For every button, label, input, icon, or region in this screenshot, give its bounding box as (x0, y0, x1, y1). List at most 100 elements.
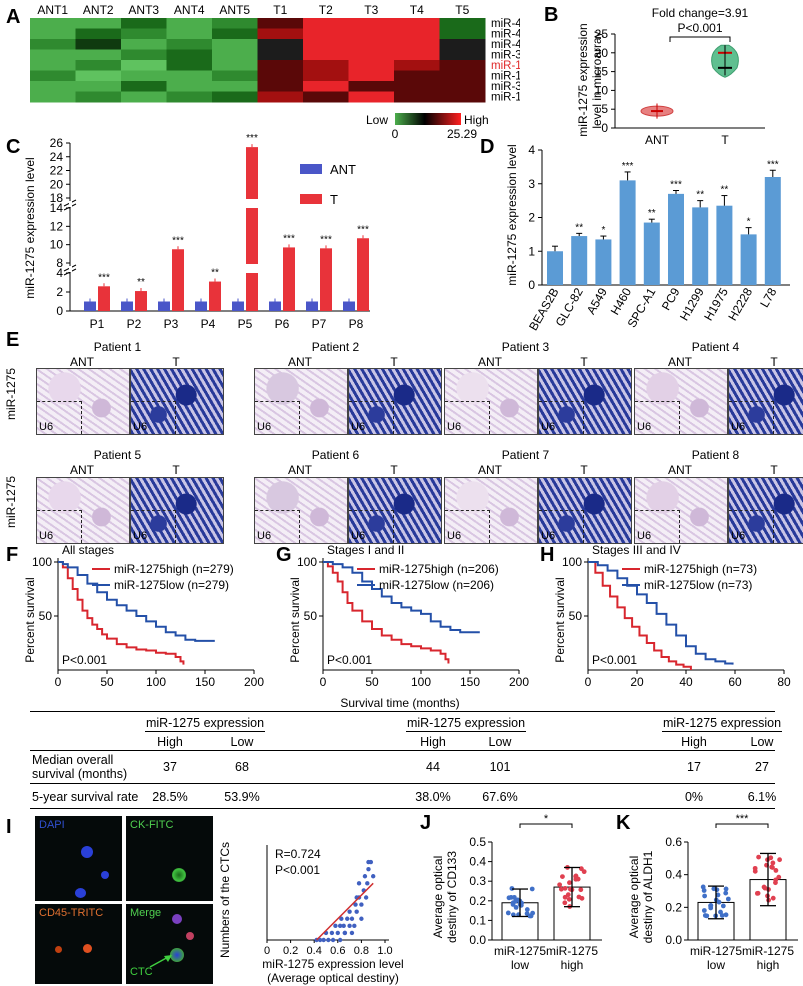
y-tick-label: 2 (56, 285, 63, 299)
heatmap-cell (121, 18, 167, 29)
y-tick-label: 0.2 (469, 894, 486, 908)
bar-ant (158, 301, 170, 311)
panel-label-k: K (616, 812, 631, 834)
low-header: Low (230, 735, 254, 749)
significance-label: ** (648, 208, 656, 219)
bar-t (135, 291, 147, 311)
t-label: T (770, 463, 778, 477)
row-label: 5-year survival rate (32, 790, 139, 804)
heatmap-cell (75, 18, 122, 29)
bar (595, 239, 612, 285)
heatmap-column-label: ANT4 (174, 3, 205, 17)
scatter-point (337, 923, 343, 929)
heatmap-cell (166, 39, 213, 50)
group-rule (145, 731, 265, 732)
scatter-point (335, 930, 340, 936)
y-tick-label: 26 (50, 136, 64, 150)
survival-curve-high (588, 561, 692, 670)
cd45-tritc-image: CD45-TRITC (35, 904, 122, 984)
cell (172, 868, 186, 882)
patient-title: Patient 7 (501, 448, 550, 462)
significance-label: *** (172, 235, 184, 246)
significance-label: * (747, 217, 751, 228)
x-tick-label: ANT (645, 133, 670, 147)
heatmap-cell (212, 81, 258, 92)
heatmap-cell (166, 60, 213, 71)
ant-label: ANT (668, 463, 692, 477)
u6-label: U6 (447, 421, 462, 433)
u6-inset (255, 509, 301, 543)
legend-min: 0 (392, 127, 399, 140)
data-point (566, 896, 572, 902)
y-tick-label: 50 (569, 609, 583, 623)
ctc-cell (170, 948, 184, 962)
ant-label: ANT (478, 355, 502, 369)
pvalue-label: P<0.001 (677, 21, 722, 35)
panel-label-j: J (420, 812, 432, 834)
t-label: T (172, 463, 180, 477)
t-label: T (390, 463, 398, 477)
bar (692, 207, 709, 285)
legend-low-label: Low (366, 113, 388, 127)
pvalue-label: P<0.001 (592, 653, 637, 667)
heatmap-cell (30, 18, 76, 29)
heatmap-cell (394, 28, 440, 40)
heatmap-cell (75, 39, 122, 50)
survival-curve-low (58, 561, 215, 642)
survival-title: Stages III and IV (592, 543, 681, 557)
rate-low: 53.9% (224, 790, 260, 804)
group-header: miR-1275 expression (662, 716, 782, 730)
significance-bracket (519, 823, 573, 828)
regression-line (316, 882, 374, 941)
y-tick-label: 10 (595, 83, 609, 97)
table-bottom-rule (30, 808, 775, 809)
ihc-ant-image: U6 (444, 368, 538, 435)
y-label: miR-1275 expression (576, 23, 590, 136)
legend-swatch-t (300, 194, 322, 204)
median-low: 68 (235, 760, 249, 774)
heatmap-column-label: T2 (319, 3, 333, 17)
significance-label: ** (575, 222, 583, 233)
bar-ant (84, 301, 96, 311)
significance-label: *** (357, 224, 369, 235)
y-tick-label: 10 (50, 238, 64, 252)
x-tick-label: miR-1275 (742, 944, 794, 958)
heatmap-cell (166, 49, 213, 61)
bar-ant (269, 301, 281, 311)
heatmap-cell (212, 60, 258, 71)
x-tick-label: 150 (460, 675, 480, 689)
significance-bracket (715, 823, 769, 828)
y-tick-label: 0 (528, 278, 535, 292)
heatmap-row-label: miR-1260a (491, 92, 520, 104)
cell (186, 932, 194, 940)
x-tick-label: high (757, 958, 780, 972)
u6-inset (37, 509, 83, 543)
ihc-ant-image: U6 (634, 477, 728, 544)
ck-fitc-image: CK-FITC (126, 816, 213, 901)
patient-title: Patient 5 (93, 448, 142, 462)
scatter-point (365, 881, 370, 886)
x-tick-label: 150 (195, 675, 215, 689)
panel-label-a: A (6, 6, 21, 28)
significance-label: *** (767, 159, 779, 170)
pvalue-label: P<0.001 (62, 653, 107, 667)
heatmap-cell (166, 28, 213, 40)
significance-label: ** (721, 185, 729, 196)
significance-label: *** (670, 180, 682, 191)
x-tick-label: low (707, 958, 725, 972)
legend-label-t: T (330, 192, 338, 207)
legend-low: miR-1275low (n=73) (644, 578, 752, 592)
scatter-point (353, 902, 358, 907)
ihc-tumor-image: U6 (538, 477, 632, 544)
ihc-tumor-image: U6 (130, 368, 224, 435)
heatmap-cell (121, 28, 167, 40)
low-header: Low (750, 735, 774, 749)
heatmap-cell (439, 39, 486, 50)
x-tick-label: 50 (100, 675, 114, 689)
data-point (576, 894, 582, 900)
scatter-point (326, 937, 331, 943)
bar-ant (343, 301, 355, 311)
u6-inset (445, 509, 491, 543)
x-tick-label: P4 (201, 317, 216, 331)
scatter-point (366, 866, 371, 872)
